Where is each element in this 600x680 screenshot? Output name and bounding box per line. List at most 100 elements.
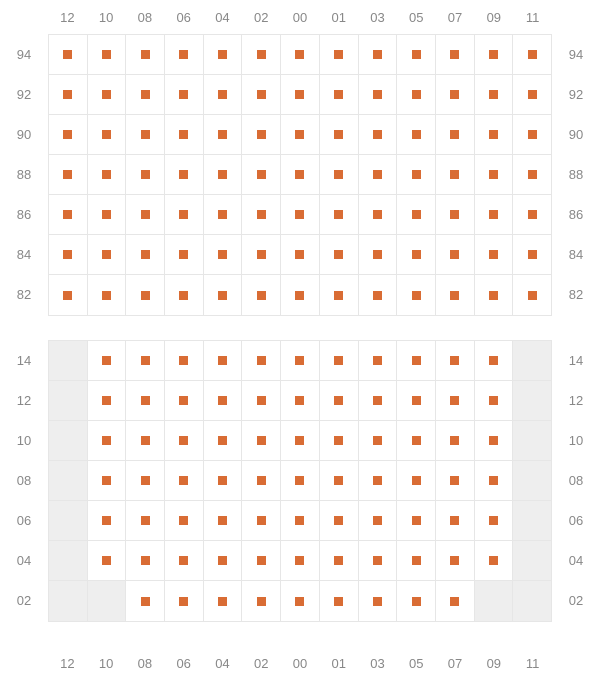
seat-cell[interactable] xyxy=(49,75,88,114)
seat-cell[interactable] xyxy=(359,501,398,540)
seat-cell[interactable] xyxy=(242,421,281,460)
seat-cell[interactable] xyxy=(165,461,204,500)
seat-cell[interactable] xyxy=(436,75,475,114)
seat-cell[interactable] xyxy=(513,341,551,380)
seat-cell[interactable] xyxy=(126,341,165,380)
seat-cell[interactable] xyxy=(359,195,398,234)
seat-cell[interactable] xyxy=(397,155,436,194)
seat-cell[interactable] xyxy=(359,35,398,74)
seat-cell[interactable] xyxy=(242,275,281,315)
seat-cell[interactable] xyxy=(359,155,398,194)
seat-cell[interactable] xyxy=(359,341,398,380)
seat-cell[interactable] xyxy=(88,541,127,580)
seat-cell[interactable] xyxy=(165,75,204,114)
seat-cell[interactable] xyxy=(397,501,436,540)
seat-cell[interactable] xyxy=(359,75,398,114)
seat-cell[interactable] xyxy=(165,421,204,460)
seat-cell[interactable] xyxy=(165,35,204,74)
seat-cell[interactable] xyxy=(513,195,551,234)
seat-cell[interactable] xyxy=(475,275,514,315)
seat-cell[interactable] xyxy=(88,381,127,420)
seat-cell[interactable] xyxy=(320,235,359,274)
seat-cell[interactable] xyxy=(204,581,243,621)
seat-cell[interactable] xyxy=(242,75,281,114)
seat-cell[interactable] xyxy=(126,155,165,194)
seat-cell[interactable] xyxy=(475,35,514,74)
seat-cell[interactable] xyxy=(204,35,243,74)
seat-cell[interactable] xyxy=(359,461,398,500)
seat-cell[interactable] xyxy=(513,275,551,315)
seat-cell[interactable] xyxy=(242,235,281,274)
seat-cell[interactable] xyxy=(126,421,165,460)
seat-cell[interactable] xyxy=(242,541,281,580)
seat-cell[interactable] xyxy=(397,341,436,380)
seat-cell[interactable] xyxy=(513,235,551,274)
seat-cell[interactable] xyxy=(320,75,359,114)
seat-cell[interactable] xyxy=(397,541,436,580)
seat-cell[interactable] xyxy=(204,341,243,380)
seat-cell[interactable] xyxy=(242,155,281,194)
seat-cell[interactable] xyxy=(204,381,243,420)
seat-cell[interactable] xyxy=(436,195,475,234)
seat-cell[interactable] xyxy=(88,115,127,154)
seat-cell[interactable] xyxy=(320,421,359,460)
seat-cell[interactable] xyxy=(165,541,204,580)
seat-cell[interactable] xyxy=(436,275,475,315)
seat-cell[interactable] xyxy=(475,461,514,500)
seat-cell[interactable] xyxy=(281,155,320,194)
seat-cell[interactable] xyxy=(281,421,320,460)
seat-cell[interactable] xyxy=(49,501,88,540)
seat-cell[interactable] xyxy=(165,341,204,380)
seat-cell[interactable] xyxy=(204,421,243,460)
seat-cell[interactable] xyxy=(397,461,436,500)
seat-cell[interactable] xyxy=(513,75,551,114)
seat-cell[interactable] xyxy=(397,115,436,154)
seat-cell[interactable] xyxy=(436,235,475,274)
seat-cell[interactable] xyxy=(126,75,165,114)
seat-cell[interactable] xyxy=(397,581,436,621)
seat-cell[interactable] xyxy=(165,381,204,420)
seat-cell[interactable] xyxy=(242,461,281,500)
seat-cell[interactable] xyxy=(436,421,475,460)
seat-cell[interactable] xyxy=(359,275,398,315)
seat-cell[interactable] xyxy=(88,75,127,114)
seat-cell[interactable] xyxy=(436,35,475,74)
seat-cell[interactable] xyxy=(242,381,281,420)
seat-cell[interactable] xyxy=(204,501,243,540)
seat-cell[interactable] xyxy=(436,115,475,154)
seat-cell[interactable] xyxy=(359,235,398,274)
seat-cell[interactable] xyxy=(397,75,436,114)
seat-cell[interactable] xyxy=(165,115,204,154)
seat-cell[interactable] xyxy=(475,541,514,580)
seat-cell[interactable] xyxy=(320,195,359,234)
seat-cell[interactable] xyxy=(49,581,88,621)
seat-cell[interactable] xyxy=(281,275,320,315)
seat-cell[interactable] xyxy=(436,381,475,420)
seat-cell[interactable] xyxy=(397,35,436,74)
seat-cell[interactable] xyxy=(320,115,359,154)
seat-cell[interactable] xyxy=(49,275,88,315)
seat-cell[interactable] xyxy=(436,581,475,621)
seat-cell[interactable] xyxy=(88,155,127,194)
seat-cell[interactable] xyxy=(320,381,359,420)
seat-cell[interactable] xyxy=(126,195,165,234)
seat-cell[interactable] xyxy=(397,381,436,420)
seat-cell[interactable] xyxy=(436,461,475,500)
seat-cell[interactable] xyxy=(475,341,514,380)
seat-cell[interactable] xyxy=(204,461,243,500)
seat-cell[interactable] xyxy=(49,235,88,274)
seat-cell[interactable] xyxy=(513,381,551,420)
seat-cell[interactable] xyxy=(281,115,320,154)
seat-cell[interactable] xyxy=(88,341,127,380)
seat-cell[interactable] xyxy=(126,541,165,580)
seat-cell[interactable] xyxy=(320,541,359,580)
seat-cell[interactable] xyxy=(49,341,88,380)
seat-cell[interactable] xyxy=(242,115,281,154)
seat-cell[interactable] xyxy=(165,581,204,621)
seat-cell[interactable] xyxy=(242,35,281,74)
seat-cell[interactable] xyxy=(281,501,320,540)
seat-cell[interactable] xyxy=(281,541,320,580)
seat-cell[interactable] xyxy=(475,501,514,540)
seat-cell[interactable] xyxy=(49,541,88,580)
seat-cell[interactable] xyxy=(436,501,475,540)
